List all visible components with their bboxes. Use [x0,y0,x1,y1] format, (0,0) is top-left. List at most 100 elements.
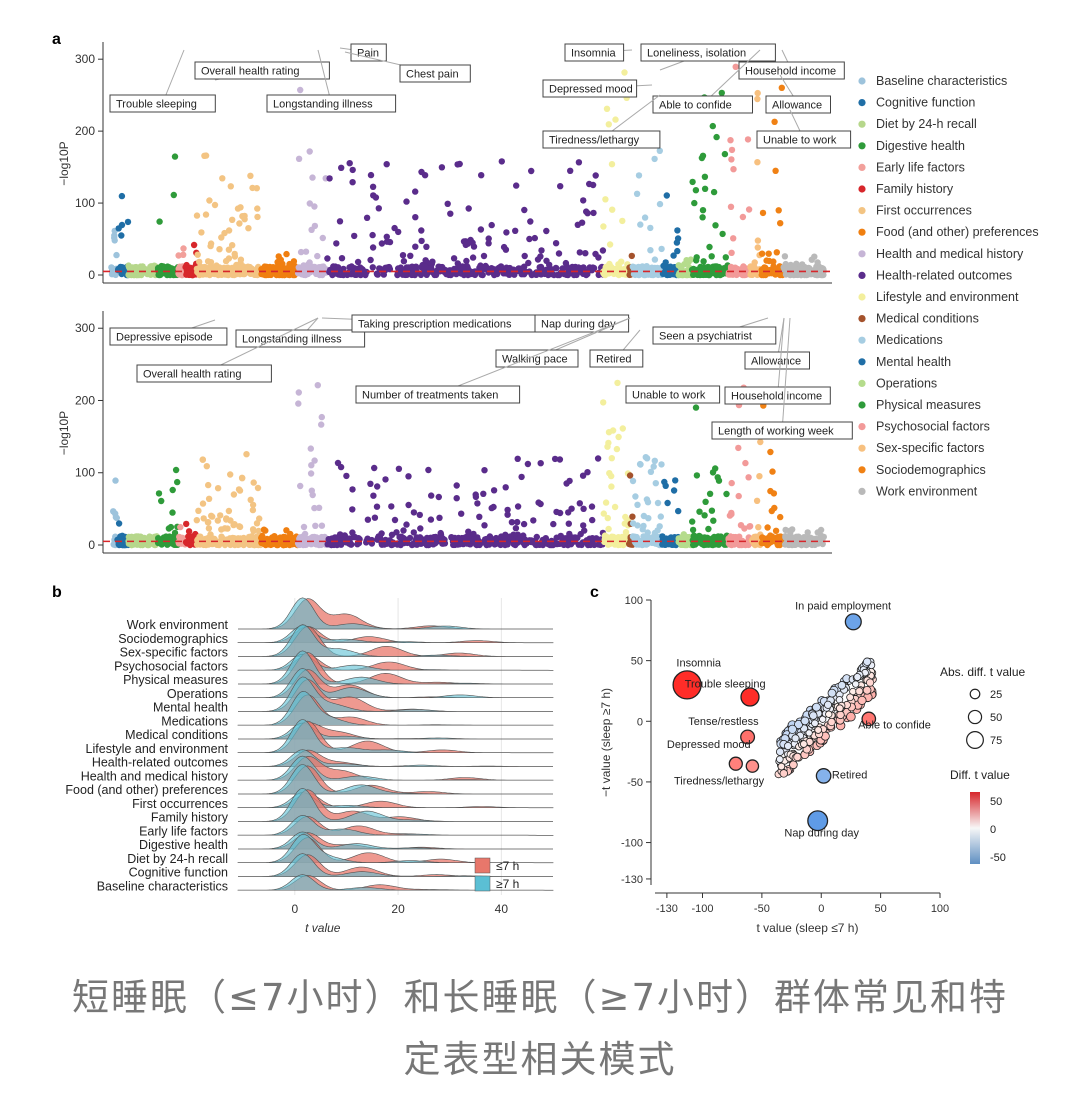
data-point [674,227,681,234]
data-point [580,505,587,512]
data-point [458,510,465,517]
data-point [511,271,518,278]
data-point [621,69,628,76]
data-point [633,541,640,548]
data-point [713,133,720,141]
data-point [190,241,198,249]
data-point [772,167,779,174]
data-point [195,507,202,514]
data-point [835,704,844,713]
data-point [438,164,446,171]
data-point [769,468,776,475]
annotation-box [266,94,397,113]
data-point [543,257,550,264]
data-point [234,205,242,212]
data-point [735,492,742,500]
data-point [198,229,205,236]
data-point [236,487,244,494]
data-point [634,522,641,529]
data-point [604,443,611,450]
data-point [497,263,505,270]
data-point [692,539,699,546]
ridge-density-long-sleep [237,874,554,891]
data-point [344,271,351,279]
annotation-label: Household income [745,66,836,78]
data-point [126,271,134,279]
data-point [846,693,854,702]
data-point [367,256,374,264]
data-point [589,181,597,189]
data-point [654,527,661,534]
data-point [315,504,323,511]
x-axis-label-b: t value [305,921,341,935]
annotation-box [564,43,625,62]
data-point [354,541,361,548]
y-tick-label-top: 300 [75,52,95,66]
ridge-row-label: Cognitive function [129,866,228,880]
data-point [693,254,700,261]
data-point [349,506,356,513]
data-point [231,250,238,258]
legend-marker [858,358,866,366]
data-point [811,719,819,728]
data-point [825,710,833,718]
data-point [767,487,774,495]
data-point [202,211,210,218]
data-point [251,536,259,544]
data-point [719,230,726,238]
data-point [733,271,740,279]
data-point [179,534,186,541]
data-point [521,206,528,214]
data-point [561,540,568,548]
data-point [775,207,782,214]
color-legend-bar [970,792,980,864]
data-point [262,527,269,534]
data-point [465,205,472,212]
data-point [371,464,378,472]
data-point [403,198,410,205]
data-point [343,472,350,480]
data-point [605,541,612,548]
data-point [405,501,412,509]
annotation-leader [203,317,319,374]
data-point [382,264,389,271]
x-tick-label-c: 50 [875,903,887,915]
data-point [633,190,641,197]
data-point [158,497,165,505]
data-point [579,472,587,479]
data-point [664,499,671,507]
data-point [266,271,273,278]
data-point [781,253,789,260]
data-point [236,220,243,227]
data-point [184,265,191,272]
data-point [334,459,342,467]
data-point [155,490,163,497]
data-point [406,534,414,542]
data-point [180,251,187,258]
data-point [816,265,823,272]
legend-label: Cognitive function [876,96,975,110]
data-point [602,499,610,506]
data-point [692,404,700,411]
data-point [147,534,154,541]
data-point [113,251,120,259]
data-point [628,252,635,260]
data-point [374,483,381,490]
data-point [453,495,460,502]
data-point [310,266,317,274]
data-point [225,227,233,234]
data-point [528,167,535,175]
data-point [453,482,460,489]
data-point [644,499,652,506]
data-point [225,507,233,515]
data-point [728,156,735,163]
ridge-density-long-sleep [237,834,554,864]
data-point [422,257,429,264]
data-point [498,158,505,165]
data-point [553,265,560,272]
data-point [118,232,125,239]
data-point [710,517,717,524]
data-point [447,210,454,217]
data-point [118,270,125,278]
